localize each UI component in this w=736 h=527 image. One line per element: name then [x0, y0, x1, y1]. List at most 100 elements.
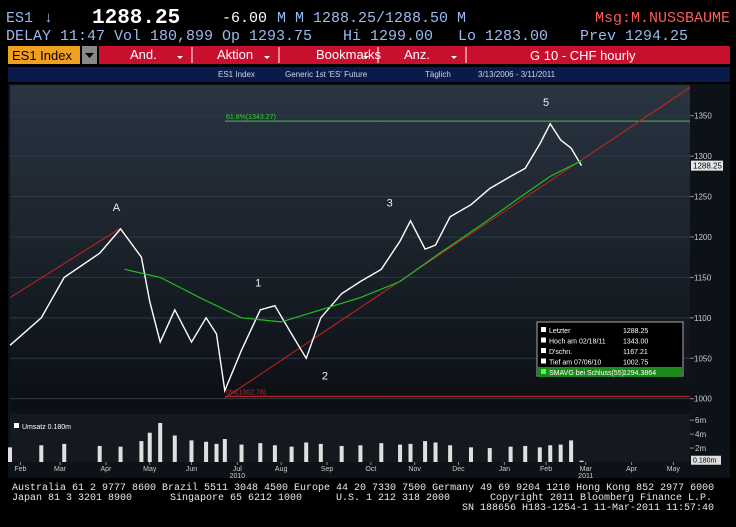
volume-bar [537, 447, 542, 462]
legend-label: Hoch am 02/18/11 [549, 339, 606, 346]
volume-bar [139, 441, 144, 462]
change: -6.00 [222, 10, 267, 27]
high: Hi 1299.00 [343, 28, 433, 45]
legend-swatch [541, 348, 546, 353]
x-tick-label: Jul [233, 466, 242, 473]
legend-swatch [541, 358, 546, 364]
quote: M M 1288.25/1288.50 M [277, 10, 466, 27]
wave-label: 5 [543, 97, 549, 109]
legend-value: 1002.75 [623, 360, 648, 367]
volume-legend-swatch [14, 423, 19, 428]
legend-swatch [541, 327, 546, 332]
x-tick-label: Aug [275, 466, 288, 473]
volume-bar [172, 435, 177, 462]
menu-arrow [264, 56, 270, 59]
volume-bar [239, 444, 244, 462]
wave-label: 2 [322, 370, 328, 382]
volume-bar [97, 445, 102, 462]
y-tick-label: 6m [695, 416, 706, 425]
legend-value: 1294.3864 [623, 370, 656, 377]
legend-value: 1343.00 [623, 339, 648, 346]
volume-bar [423, 441, 428, 462]
volume-bar [508, 446, 513, 462]
arrow: ↓ [44, 10, 53, 27]
legend-label: SMAVG bei Schluss(55) [549, 370, 624, 377]
wave-label: 1 [255, 277, 261, 289]
y-tick-label: 2m [695, 444, 706, 453]
volume-bar [8, 447, 12, 462]
x-tick-label: Feb [540, 466, 552, 473]
security-box[interactable] [8, 46, 80, 64]
volume-bar [147, 432, 152, 462]
last-price-tag [691, 160, 723, 171]
legend-label: Letzter [549, 328, 571, 335]
y-tick-label: 1050 [694, 354, 712, 363]
volume-legend: Umsatz 0.180m [22, 424, 71, 431]
subtitle: 3/13/2006 - 3/11/2011 [478, 70, 556, 79]
menu-arrow [363, 56, 369, 59]
wave-label: 3 [387, 197, 393, 209]
dropdown-arrow [85, 53, 94, 58]
legend-value: 1288.25 [623, 328, 648, 335]
volume-bar [398, 444, 403, 462]
menu[interactable]: Anz. [404, 47, 430, 62]
volume-bar [39, 445, 44, 462]
x-tick-label: Apr [100, 466, 112, 473]
x-tick-label: Nov [408, 466, 421, 473]
menu-arrow [177, 56, 183, 59]
y-tick-label: 1300 [694, 152, 712, 161]
x-tick-label: Sep [321, 466, 334, 473]
trendline [9, 227, 121, 299]
year-label: 2010 [230, 473, 246, 480]
low: Lo 1283.00 [458, 28, 548, 45]
volume-bar [258, 443, 263, 462]
y-tick-label: 1350 [694, 112, 712, 121]
security[interactable]: ES1 Index [12, 48, 72, 63]
legend-swatch [541, 369, 546, 374]
footer-line: U.S. 1 212 318 2000 [336, 493, 450, 504]
volume-bar [358, 445, 363, 462]
volume-bar [468, 447, 473, 462]
volume-bar [579, 460, 584, 462]
info-bar [8, 67, 730, 82]
legend-value: 1167.21 [623, 349, 648, 356]
y-tick-label: 1150 [694, 273, 712, 282]
volume-bar [487, 448, 492, 462]
volume-bar [548, 445, 553, 462]
volume-bar [189, 440, 194, 462]
x-tick-label: Dec [452, 466, 465, 473]
legend-label: Tief am 07/06/10 [549, 360, 601, 367]
volume-bar [408, 443, 413, 462]
trendline [224, 87, 691, 399]
volume-bar [558, 444, 563, 462]
volume-bar [523, 445, 528, 462]
volume-bar [318, 443, 323, 462]
volume-bar [448, 445, 453, 462]
footer-line: Australia 61 2 9777 8600 Brazil 5511 304… [12, 482, 714, 494]
year-label: 2011 [578, 473, 593, 480]
x-tick-label: Jun [186, 466, 197, 473]
menu[interactable]: Aktion [217, 47, 253, 62]
ticker: ES1 [6, 10, 33, 27]
volume-bar [304, 442, 309, 462]
moving-average [124, 160, 582, 323]
y-tick-label: 1200 [694, 233, 712, 242]
previous: Prev 1294.25 [580, 28, 688, 45]
menu[interactable]: And. [130, 47, 157, 62]
volume-bar [222, 439, 227, 462]
legend-label: D'schn. [549, 349, 572, 356]
menu[interactable]: Bookmarks [316, 47, 382, 62]
message[interactable]: Msg:M.NUSSBAUME [595, 10, 730, 27]
volume-pane [10, 414, 690, 462]
volume-bar [289, 446, 294, 462]
wave-label: A [113, 202, 121, 214]
y-tick-label: 4m [695, 430, 706, 439]
x-tick-label: Mar [54, 466, 67, 473]
price-line [9, 122, 583, 394]
volume-bar [339, 445, 344, 462]
y-tick-label: 1100 [694, 314, 712, 323]
x-tick-label: Jan [499, 466, 510, 473]
volume-bar [158, 422, 163, 462]
volume-bar [569, 440, 574, 462]
